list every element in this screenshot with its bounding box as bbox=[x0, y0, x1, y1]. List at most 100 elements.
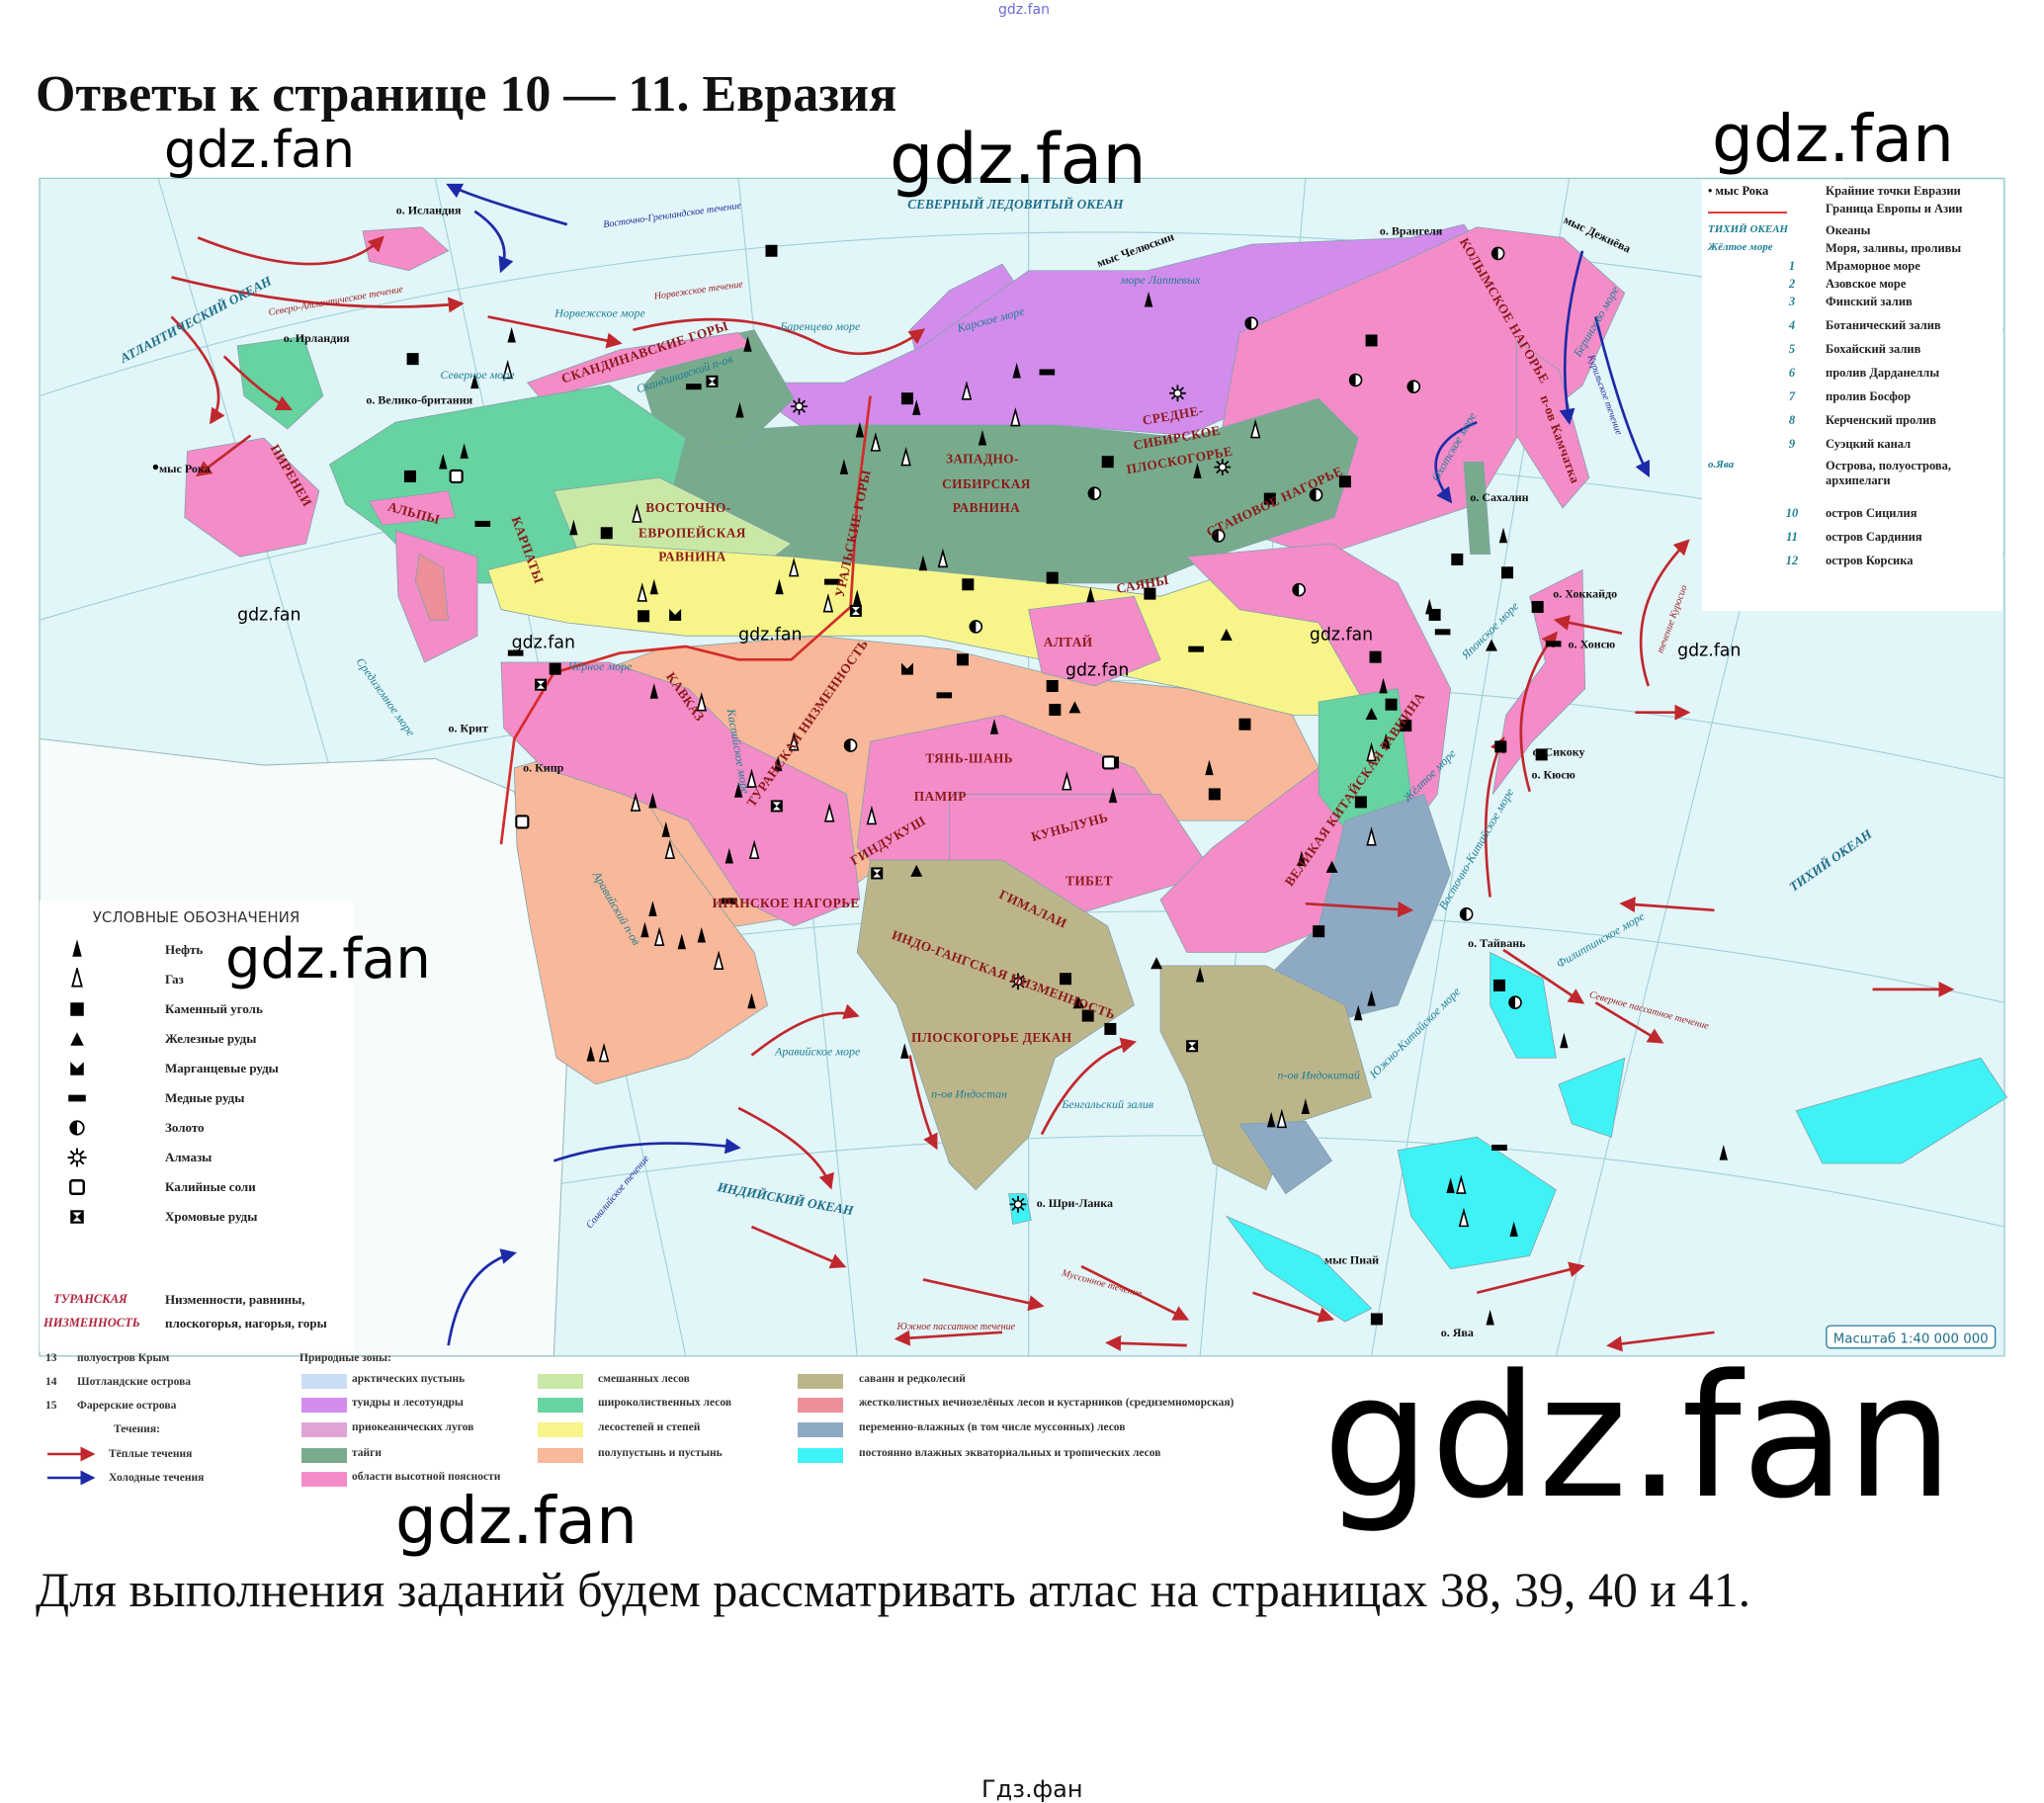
map-label-cape-roca: мыс Рока bbox=[159, 462, 211, 475]
oil-marker bbox=[1446, 1177, 1455, 1194]
warm-current-arrow bbox=[222, 355, 293, 411]
warm-current-arrow bbox=[1040, 1037, 1137, 1136]
legend-key: о.Ява bbox=[1708, 459, 1735, 471]
instruction-paragraph: Для выполнения заданий будем рассматрива… bbox=[36, 1562, 1751, 1617]
oil-marker bbox=[677, 933, 686, 950]
coal-marker bbox=[1313, 925, 1325, 938]
watermark: gdz.fan bbox=[395, 1483, 638, 1559]
oil-marker bbox=[586, 1045, 595, 1062]
gold-marker bbox=[1490, 246, 1505, 261]
europe-asia-border bbox=[499, 395, 872, 845]
warm-current-arrow bbox=[1619, 897, 1715, 913]
cold-current-arrow bbox=[1594, 316, 1650, 477]
oil-marker bbox=[1486, 1309, 1494, 1326]
iron-ore-icon bbox=[70, 1032, 84, 1046]
gas-marker bbox=[1458, 1207, 1470, 1228]
legend-title: УСЛОВНЫЕ ОБОЗНАЧЕНИЯ bbox=[92, 908, 300, 926]
legend-label: Медные руды bbox=[165, 1090, 245, 1105]
zone-swatch bbox=[538, 1448, 583, 1463]
map-label-cyprus: о. Кипр bbox=[523, 761, 564, 775]
gas-marker bbox=[1456, 1174, 1467, 1194]
zone-philippines bbox=[1490, 951, 1557, 1059]
map-label-arabian-sea: Аравийское море bbox=[774, 1045, 861, 1059]
zone-italy bbox=[414, 553, 450, 621]
warm-current-arrow bbox=[1080, 1264, 1190, 1321]
coal-marker bbox=[1046, 680, 1059, 693]
copper-icon bbox=[68, 1094, 86, 1102]
warm-current-arrow bbox=[1252, 1291, 1335, 1323]
gold-marker bbox=[1406, 380, 1421, 393]
oil-marker bbox=[640, 921, 649, 938]
legend-text: полуостров Крым bbox=[77, 1352, 170, 1364]
map-legend-resources: УСЛОВНЫЕ ОБОЗНАЧЕНИЯ Нефть Газ Каменный уг… bbox=[40, 901, 353, 1351]
legend-number: 13 bbox=[45, 1352, 57, 1364]
cold-current-arrow bbox=[553, 1138, 741, 1162]
relief-text: Низменности, равнины, bbox=[165, 1292, 305, 1307]
legend-item-potash: Калийные соли bbox=[40, 1175, 353, 1203]
watermark: gdz.fan bbox=[1712, 101, 1954, 177]
potash-icon bbox=[69, 1179, 85, 1195]
coal-marker bbox=[1208, 788, 1221, 801]
copper-marker bbox=[507, 649, 524, 656]
coal-marker bbox=[549, 662, 561, 675]
legend-item-chromium: Хромовые руды bbox=[40, 1205, 353, 1233]
warm-current-arrow bbox=[1639, 539, 1690, 687]
oil-marker bbox=[978, 429, 987, 446]
legend-row: о.Ява Острова, полуострова, архипелаги bbox=[1702, 459, 2002, 487]
coal-marker bbox=[406, 353, 419, 366]
gas-marker bbox=[900, 446, 911, 467]
oil-marker bbox=[1560, 1032, 1569, 1049]
coal-marker bbox=[1354, 796, 1367, 809]
gas-marker bbox=[1366, 826, 1377, 846]
oil-marker bbox=[1367, 989, 1376, 1006]
oil-marker bbox=[735, 401, 744, 418]
zone-swatch bbox=[538, 1422, 583, 1437]
oil-marker bbox=[1301, 1098, 1311, 1114]
warm-current-arrow bbox=[171, 276, 465, 313]
legend-number: 5 bbox=[1788, 342, 1796, 356]
legend-key: Жёлтое море bbox=[1708, 241, 1773, 253]
cold-current-arrow bbox=[446, 183, 568, 226]
cold-currents-label: Холодные течения bbox=[109, 1472, 205, 1484]
watermark: gdz.fan bbox=[738, 625, 802, 644]
map-label-sakhalin: о. Сахалин bbox=[1470, 490, 1528, 504]
cold-current-arrow bbox=[473, 210, 514, 274]
legend-text: Фарерские острова bbox=[77, 1400, 177, 1412]
gas-marker bbox=[746, 768, 757, 788]
zone-label: области высотной поясности bbox=[352, 1471, 501, 1483]
warm-current-arrow bbox=[894, 1330, 1003, 1346]
map-label-east-european-3: РАВНИНА bbox=[658, 549, 725, 563]
copper-marker bbox=[1545, 641, 1562, 647]
legend-number: 6 bbox=[1788, 366, 1796, 380]
zone-label: арктических пустынь bbox=[352, 1373, 466, 1385]
legend-row: 6 пролив Дарданеллы bbox=[1702, 366, 2002, 387]
coal-marker bbox=[1144, 587, 1156, 600]
legend-row: 10 остров Сицилия bbox=[1702, 506, 2002, 528]
copper-marker bbox=[722, 898, 737, 904]
copper-marker bbox=[685, 384, 702, 390]
map-label-deccan: ПЛОСКОГОРЬЕ ДЕКАН bbox=[911, 1030, 1072, 1045]
coal-marker bbox=[1531, 600, 1544, 613]
zone-kamchatka bbox=[1515, 339, 1590, 509]
zone-label: переменно-влажных (в том числе муссонных… bbox=[859, 1421, 1126, 1433]
gas-marker bbox=[937, 548, 949, 568]
coal-marker bbox=[1046, 571, 1059, 584]
watermark: gdz.fan bbox=[1310, 625, 1373, 644]
potash-marker bbox=[515, 815, 530, 829]
zone-label: тундры и лесотундры bbox=[352, 1397, 464, 1409]
coal-marker bbox=[1500, 566, 1513, 579]
oil-marker bbox=[1509, 1221, 1518, 1238]
legend-row: 8 Керченский пролив bbox=[1702, 413, 2002, 435]
warm-current-arrow bbox=[1305, 902, 1414, 917]
legend-row: Граница Европы и Азии bbox=[1702, 202, 2002, 223]
zones-title: Природные зоны: bbox=[299, 1352, 391, 1364]
gold-marker bbox=[1459, 907, 1474, 921]
gold-marker bbox=[1508, 995, 1522, 1010]
oil-marker bbox=[747, 992, 756, 1009]
watermark: gdz.fan bbox=[1065, 660, 1129, 680]
map-label-britain: о. Велико-британия bbox=[366, 393, 472, 407]
chromium-marker bbox=[535, 678, 548, 691]
coal-icon bbox=[70, 1002, 84, 1016]
map-label-west-siberian-2: СИБИРСКАЯ bbox=[942, 476, 1031, 491]
oil-marker bbox=[648, 901, 657, 916]
